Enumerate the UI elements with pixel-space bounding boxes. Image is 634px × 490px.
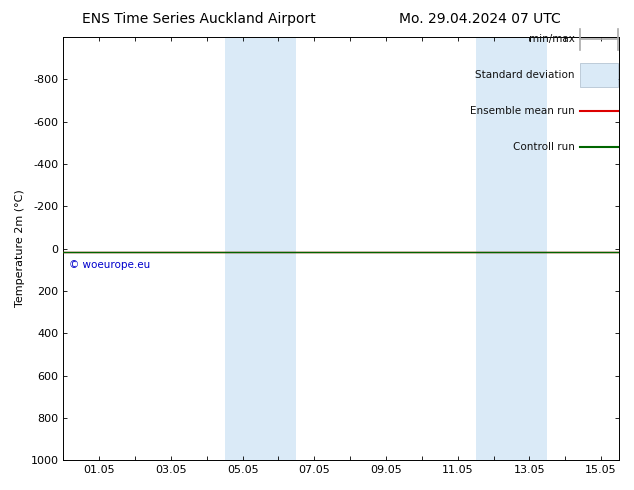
Y-axis label: Temperature 2m (°C): Temperature 2m (°C) [15,190,25,307]
Text: ENS Time Series Auckland Airport: ENS Time Series Auckland Airport [82,12,316,26]
Text: Mo. 29.04.2024 07 UTC: Mo. 29.04.2024 07 UTC [399,12,561,26]
Bar [476,37,547,460]
Text: © woeurope.eu: © woeurope.eu [69,260,150,270]
Text: min/max: min/max [529,34,574,44]
Bar [580,64,618,87]
Text: Controll run: Controll run [513,142,574,152]
Text: Ensemble mean run: Ensemble mean run [470,106,574,116]
Text: Standard deviation: Standard deviation [475,70,574,80]
Bar [224,37,297,460]
